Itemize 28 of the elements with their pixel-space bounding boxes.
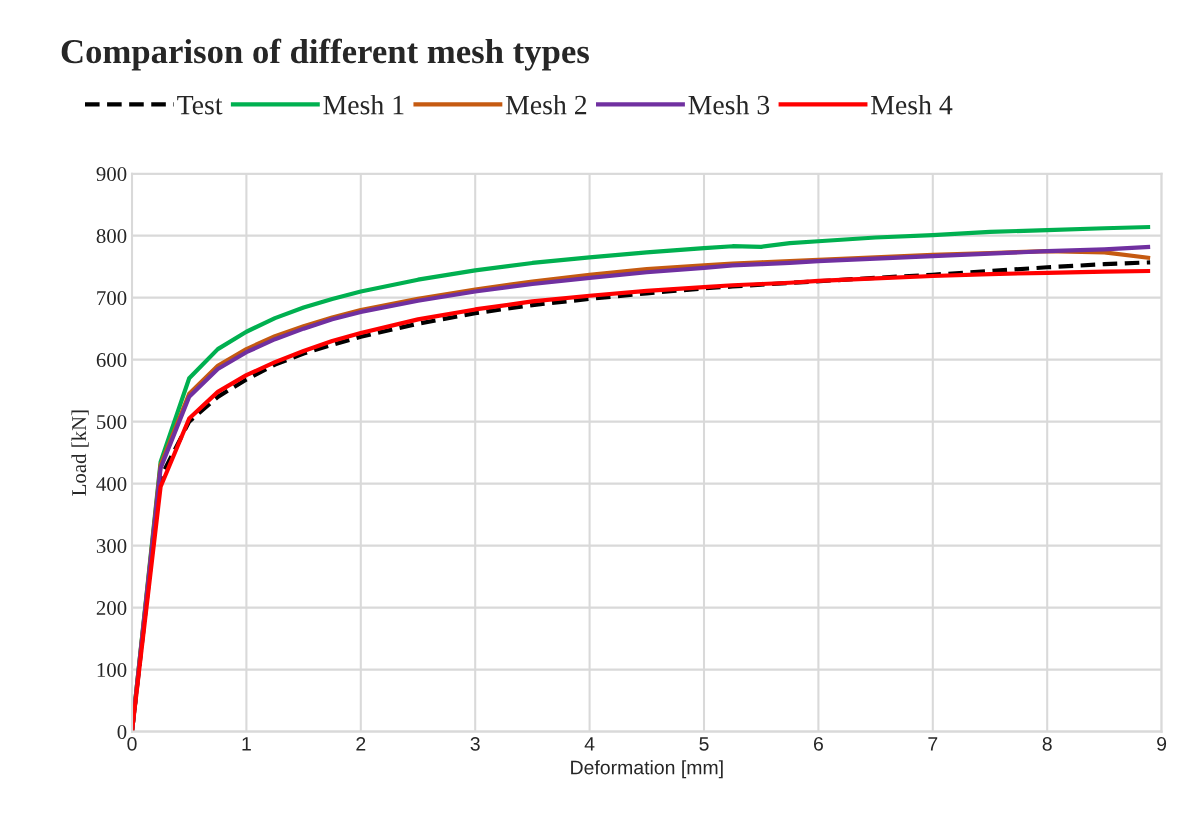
x-tick-label: 3 <box>470 736 480 751</box>
legend-label: Test <box>177 95 223 115</box>
x-tick-label: 0 <box>127 736 137 751</box>
x-tick-label: 1 <box>242 737 251 751</box>
y-tick-label: 700 <box>97 291 127 306</box>
y-tick-label: 600 <box>96 353 127 368</box>
y-tick-label: 500 <box>97 415 127 430</box>
legend-label: Mesh 3 <box>688 94 770 115</box>
x-tick-label: 8 <box>1042 736 1052 751</box>
y-tick-label: 200 <box>96 601 127 616</box>
y-tick-label: 800 <box>96 229 127 244</box>
y-tick-label: 300 <box>96 539 127 554</box>
legend-label: Mesh 4 <box>871 94 953 115</box>
x-tick-label: 5 <box>699 737 709 751</box>
y-tick-label: 0 <box>117 724 127 740</box>
legend-label: Mesh 2 <box>505 94 587 115</box>
legend-label: Mesh 1 <box>323 94 404 115</box>
x-tick-label: 7 <box>928 737 938 751</box>
chart-title: Comparison of different mesh types <box>61 38 589 71</box>
y-tick-label: 900 <box>96 167 127 182</box>
x-axis-title: Deformation [mm] <box>571 760 723 779</box>
y-tick-label: 400 <box>96 477 127 492</box>
y-tick-label: 100 <box>97 662 127 678</box>
x-tick-label: 2 <box>356 736 366 751</box>
x-tick-label: 6 <box>813 736 823 751</box>
x-tick-label: 9 <box>1157 736 1167 751</box>
x-tick-label: 4 <box>584 737 595 751</box>
y-axis-title: Load [kN] <box>71 410 89 496</box>
